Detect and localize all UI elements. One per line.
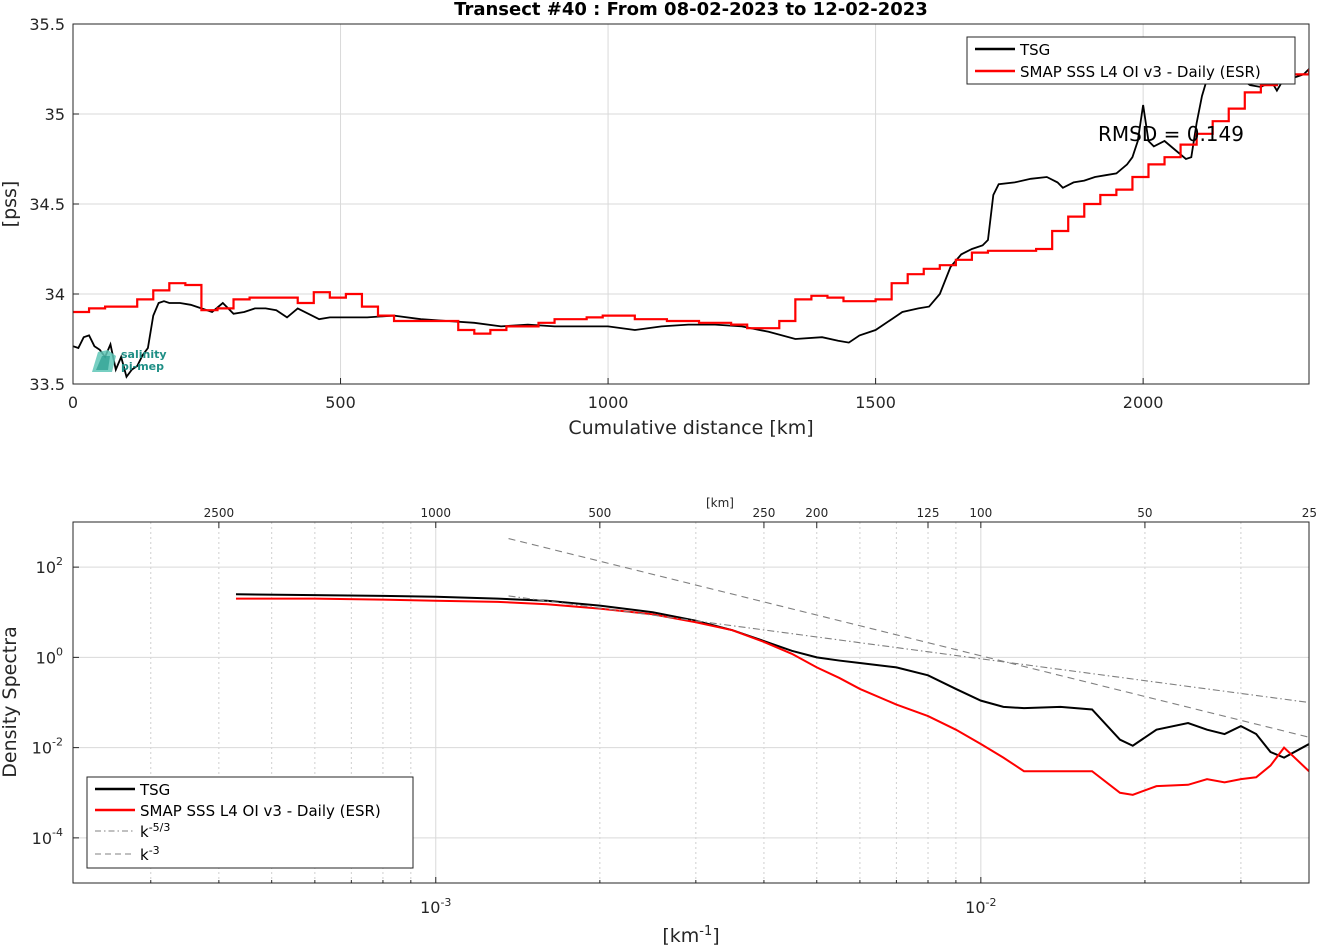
bottom-ytick-label: 100 — [36, 645, 63, 667]
top-ytick-label: 34 — [45, 285, 65, 304]
bottom-xlabel-exp: -1 — [699, 924, 712, 939]
bottom-legend-box — [86, 776, 414, 869]
top-ytick-label: 33.5 — [29, 375, 65, 394]
bottom-legend-k3-base: k — [140, 846, 149, 864]
bottom-chart-xlabel: [km-1] — [662, 924, 719, 947]
bottom-top-tick-label: 250 — [752, 506, 775, 520]
bottom-chart-legend: TSG SMAP SSS L4 OI v3 - Daily (ESR) k-5/… — [86, 776, 414, 869]
bottom-legend-k53-base: k — [140, 823, 149, 841]
bottom-legend-smap-label: SMAP SSS L4 OI v3 - Daily (ESR) — [140, 802, 381, 820]
top-ytick-label: 35.5 — [29, 15, 65, 34]
salinity-pimep-logo: salinity pi-mep — [92, 348, 167, 373]
bottom-top-tick-label: 50 — [1137, 506, 1152, 520]
bottom-legend-k53-exp: -5/3 — [149, 821, 171, 834]
top-xtick-label: 0 — [68, 393, 78, 412]
top-chart-ticks: 0 500 1000 1500 2000 33.5 34 34.5 35 35.5 — [29, 15, 1163, 412]
top-ytick-label: 35 — [45, 105, 65, 124]
bottom-series-k53 — [508, 595, 1309, 704]
bottom-ytick-base: 10 — [36, 558, 56, 577]
bottom-legend-k53-label: k-5/3 — [140, 821, 170, 841]
bottom-xtick-exp: -2 — [986, 896, 997, 909]
logo-text-line1: salinity — [121, 348, 167, 361]
bottom-xtick-exp: -3 — [440, 896, 451, 909]
top-legend-box — [966, 36, 1296, 85]
bottom-top-tick-label: 500 — [588, 506, 611, 520]
bottom-top-tick-label: 200 — [805, 506, 828, 520]
bottom-ytick-exp: -2 — [52, 736, 63, 749]
bottom-series-k3 — [508, 538, 1309, 738]
bottom-ytick-exp: 2 — [56, 555, 63, 568]
bottom-xtick-base: 10 — [965, 898, 985, 917]
bottom-top-tick-label: 125 — [917, 506, 940, 520]
logo-wave-icon-inner — [96, 356, 110, 370]
top-legend-smap-label: SMAP SSS L4 OI v3 - Daily (ESR) — [1020, 63, 1261, 81]
bottom-ytick-label: 102 — [36, 555, 63, 577]
bottom-top-tick-label: 1000 — [420, 506, 451, 520]
logo-text-line2: pi-mep — [121, 360, 164, 373]
top-chart-title: Transect #40 : From 08-02-2023 to 12-02-… — [454, 0, 928, 20]
top-xtick-label: 1500 — [855, 393, 896, 412]
bottom-xlabel-base: [km — [662, 925, 699, 947]
top-ytick-label: 34.5 — [29, 195, 65, 214]
bottom-xtick-label: 10-2 — [965, 896, 996, 917]
bottom-ytick-base: 10 — [32, 829, 52, 848]
top-xtick-label: 1000 — [588, 393, 629, 412]
bottom-series-tsg — [235, 593, 1309, 759]
bottom-legend-tsg-label: TSG — [139, 781, 170, 799]
bottom-top-tick-label: 100 — [969, 506, 992, 520]
top-chart-series — [73, 67, 1309, 379]
top-xtick-label: 500 — [325, 393, 356, 412]
top-chart: Transect #40 : From 08-02-2023 to 12-02-… — [0, 0, 1310, 439]
top-xtick-label: 2000 — [1123, 393, 1164, 412]
rmsd-annotation: RMSD = 0.149 — [1098, 122, 1244, 146]
bottom-series-smap — [235, 597, 1309, 796]
top-chart-xlabel: Cumulative distance [km] — [568, 417, 813, 439]
bottom-ytick-label: 10-2 — [32, 736, 63, 758]
bottom-chart-frame — [72, 521, 1310, 884]
top-chart-ylabel: [pss] — [0, 181, 21, 228]
bottom-xtick-base: 10 — [420, 898, 440, 917]
bottom-ytick-exp: 0 — [56, 645, 63, 658]
bottom-ytick-base: 10 — [36, 648, 56, 667]
bottom-ytick-label: 10-4 — [32, 826, 63, 848]
top-legend-tsg-label: TSG — [1019, 41, 1050, 59]
bottom-xlabel-close: ] — [712, 925, 719, 947]
top-chart-legend: TSG SMAP SSS L4 OI v3 - Daily (ESR) — [966, 36, 1296, 85]
top-series-smap — [73, 69, 1309, 335]
bottom-xtick-label: 10-3 — [420, 896, 451, 917]
bottom-chart-top-axis-label: [km] — [706, 496, 734, 510]
bottom-ytick-exp: -4 — [52, 826, 63, 839]
bottom-chart-series — [235, 538, 1309, 796]
bottom-legend-k3-label: k-3 — [140, 844, 160, 864]
bottom-chart-ylabel: Density Spectra — [0, 626, 21, 777]
bottom-ytick-base: 10 — [32, 739, 52, 758]
bottom-top-tick-label: 25 — [1302, 506, 1317, 520]
bottom-legend-k3-exp: -3 — [149, 844, 160, 857]
bottom-top-tick-label: 2500 — [204, 506, 235, 520]
top-series-tsg — [73, 67, 1309, 379]
